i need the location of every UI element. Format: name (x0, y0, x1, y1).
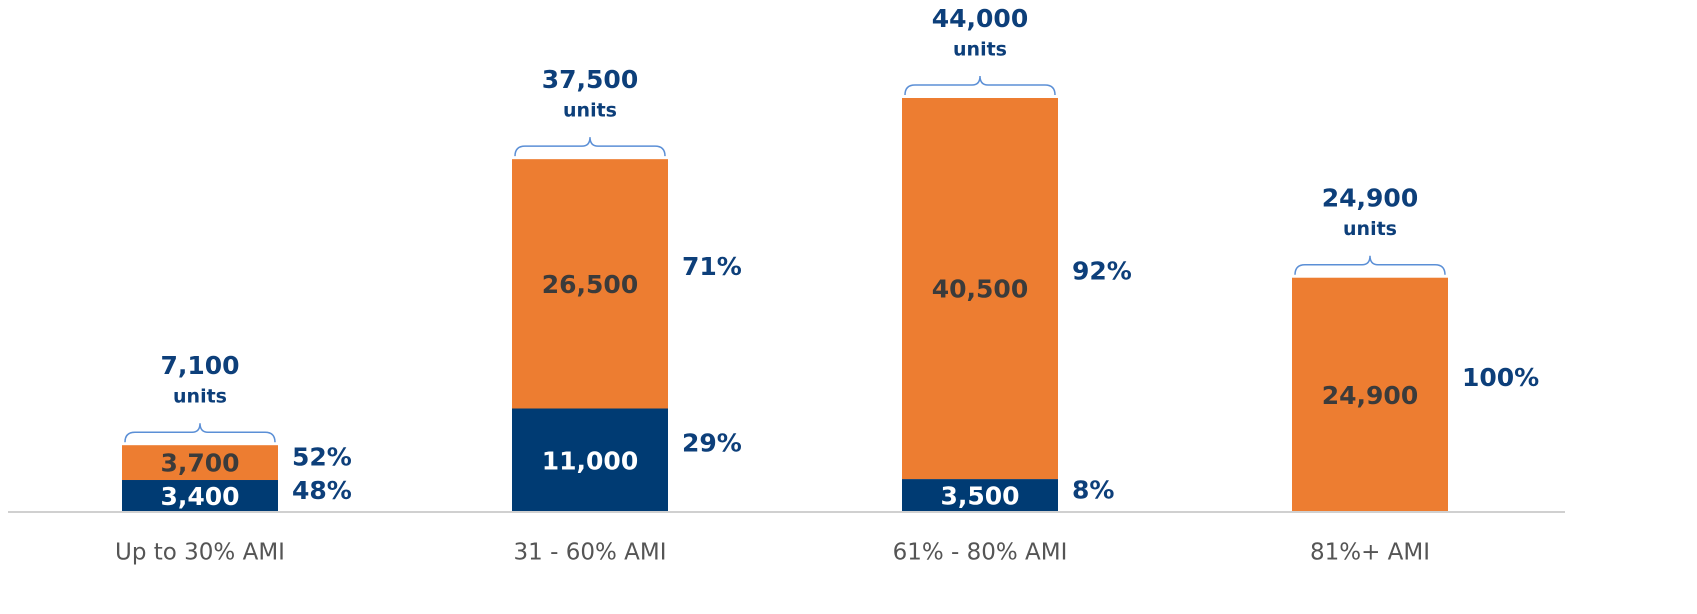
bar-segment (902, 479, 1058, 511)
share-label: 92% (1072, 257, 1132, 286)
bar-segment (902, 98, 1058, 480)
bracket (514, 137, 666, 157)
x-tick-label: 61% - 80% AMI (893, 540, 1068, 566)
value-label: 3,700 (160, 449, 239, 478)
x-tick-label: Up to 30% AMI (115, 540, 285, 566)
share-label: 52% (292, 443, 352, 472)
value-label: 3,500 (940, 482, 1019, 511)
bars: 0 (122, 98, 1448, 511)
total-label: 24,900 (1322, 184, 1418, 213)
bracket (904, 75, 1056, 96)
share-label: 100% (1462, 363, 1539, 392)
units-label: units (1343, 218, 1397, 240)
x-tick-label: 31 - 60% AMI (514, 540, 667, 566)
share-label: 48% (292, 476, 352, 505)
value-label: 3,400 (160, 482, 239, 511)
total-label: 44,000 (932, 4, 1028, 33)
bar-segment (1292, 277, 1448, 511)
bar-segment (512, 159, 668, 409)
share-label: 29% (682, 428, 742, 457)
share-label: 71% (682, 252, 742, 281)
units-label: units (563, 100, 617, 122)
units-label: units (953, 39, 1007, 61)
bracket (124, 423, 276, 443)
bar-segment (122, 445, 278, 481)
value-label: 24,900 (1322, 381, 1418, 410)
bar-segment (122, 480, 278, 511)
x-tick-label: 81%+ AMI (1310, 540, 1430, 566)
share-label: 8% (1072, 476, 1114, 505)
value-label: 26,500 (542, 270, 638, 299)
bracket (1294, 255, 1446, 275)
value-label: 40,500 (932, 275, 1028, 304)
total-label: 7,100 (160, 351, 239, 380)
value-label: 11,000 (542, 446, 638, 475)
units-label: units (173, 386, 227, 408)
total-label: 37,500 (542, 65, 638, 94)
bar-segment (512, 408, 668, 511)
